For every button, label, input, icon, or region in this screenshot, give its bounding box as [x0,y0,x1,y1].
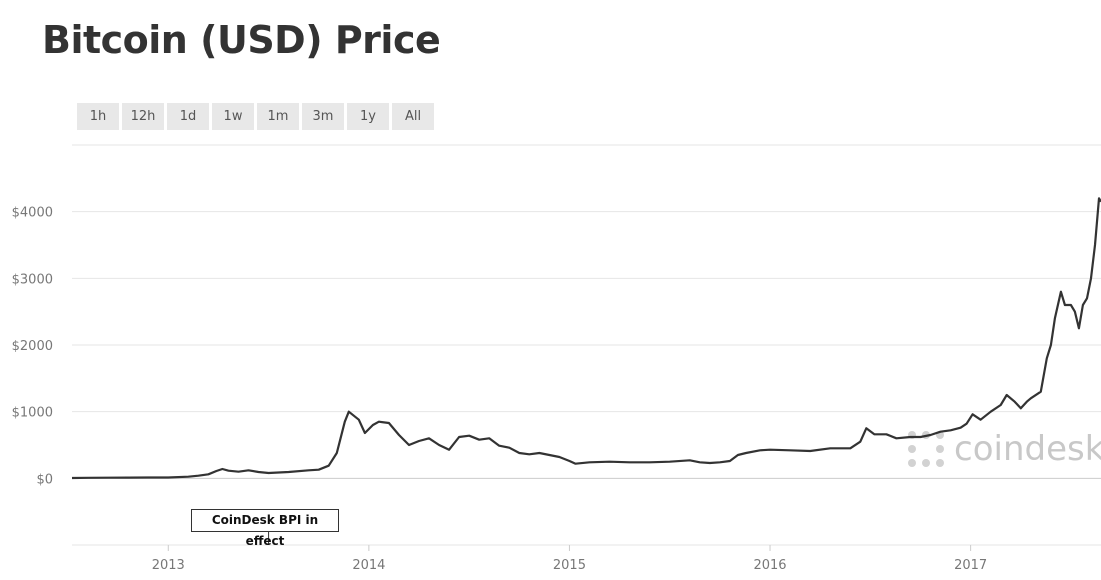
range-button-1w[interactable]: 1w [212,103,254,130]
y-tick-label: $3000 [12,272,53,287]
x-tick-label: 2016 [753,558,786,573]
coindesk-watermark: coindesk [908,429,1101,469]
range-button-all[interactable]: All [392,103,434,130]
x-tick-label: 2014 [352,558,385,573]
time-range-selector: 1h 12h 1d 1w 1m 3m 1y All [77,103,434,130]
page-title: Bitcoin (USD) Price [42,18,441,62]
x-tick-label: 2015 [553,558,586,573]
coindesk-logo-icon [908,431,944,467]
range-button-1d[interactable]: 1d [167,103,209,130]
range-button-1y[interactable]: 1y [347,103,389,130]
y-tick-label: $1000 [12,406,53,421]
series-line-price [71,197,1101,480]
range-button-3m[interactable]: 3m [302,103,344,130]
chart-grid [72,144,1101,546]
y-tick-label: $4000 [12,206,53,221]
y-tick-label: $2000 [12,339,53,354]
y-tick-label: $0 [36,472,53,487]
range-button-12h[interactable]: 12h [122,103,164,130]
range-button-1m[interactable]: 1m [257,103,299,130]
x-tick-label: 2013 [152,558,185,573]
y-axis: $0 $1000 $2000 $3000 $4000 [12,206,53,488]
x-axis: 2013 2014 2015 2016 2017 [152,545,987,573]
coindesk-watermark-text: coindesk [954,429,1101,469]
annotation-coindesk-bpi[interactable]: CoinDesk BPI in effect [191,509,339,548]
x-tick-label: 2017 [954,558,987,573]
range-button-1h[interactable]: 1h [77,103,119,130]
